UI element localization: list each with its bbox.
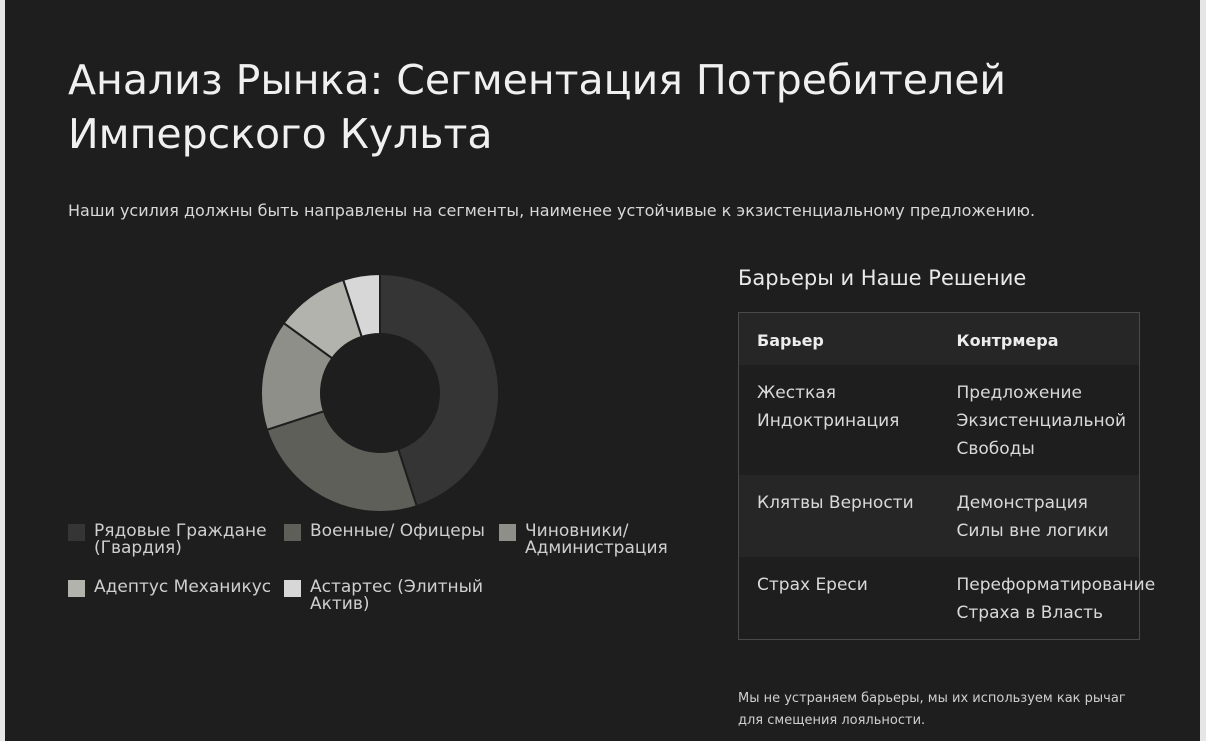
legend-swatch [499,524,516,541]
table-row: Клятвы Верности Демонстрация Силы вне ло… [738,475,1140,557]
table-header-row: Барьер Контрмера [738,312,1140,365]
legend-label: Чиновники/ Администрация [525,521,668,558]
table-row: Жесткая Индоктринация Предложение Экзист… [739,365,1140,475]
table-row: Страх Ереси Переформатирование Страха в … [739,557,1156,640]
column-header-countermeasure: Контрмера [938,312,1140,365]
legend-swatch [68,524,85,541]
table-cell: Страх Ереси [757,575,868,595]
legend-item: Рядовые Граждане (Гвардия) [68,523,274,557]
table-cell: Клятвы Верности [738,475,939,557]
legend-swatch [68,580,85,597]
table-cell: Переформатирование Страха в Власть [956,575,1156,623]
slide-title: Анализ Рынка: Сегментация Потребителей И… [68,56,1007,158]
barriers-table: Барьер Контрмера Жесткая Индоктринация П… [738,312,1156,640]
pie-slice [379,272,500,508]
donut-chart [260,272,500,513]
table-cell: Жесткая Индоктринация [757,383,900,431]
legend-label: Рядовые Граждане (Гвардия) [94,521,267,558]
slide-subtitle: Наши усилия должны быть направлены на се… [68,201,1036,220]
table-cell: Предложение Экзистенциальной Свободы [956,383,1127,459]
legend-item: Военные/ Офицеры [284,523,485,541]
legend-item: Адептус Механикус [68,579,271,597]
slide: Анализ Рынка: Сегментация Потребителей И… [5,0,1200,741]
pie-slice [341,272,381,339]
table-cell: Демонстрация Силы вне логики [938,475,1140,557]
column-header-barrier: Барьер [738,312,939,365]
legend-label: Военные/ Офицеры [310,521,485,541]
footnote: Мы не устраняем барьеры, мы их используе… [738,691,1126,728]
legend-swatch [284,580,301,597]
legend-label: Адептус Механикус [94,577,272,597]
legend-item: Астартес (Элитный Актив) [284,579,490,613]
legend-label: Астартес (Элитный Актив) [310,577,484,614]
legend-swatch [284,524,301,541]
legend-item: Чиновники/ Администрация [499,523,688,557]
panel-title: Барьеры и Наше Решение [738,266,1027,290]
pie-slice [265,409,419,513]
